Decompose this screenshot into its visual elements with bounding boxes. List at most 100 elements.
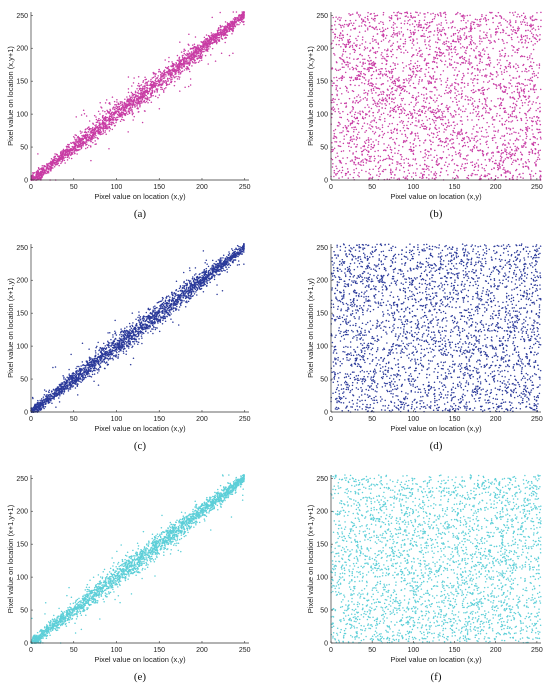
scatter-point [198, 49, 200, 52]
scatter-point [522, 18, 525, 21]
scatter-point [402, 127, 405, 129]
scatter-point [425, 168, 427, 171]
scatter-point [347, 25, 349, 27]
scatter-point [481, 74, 483, 77]
scatter-point [497, 176, 499, 179]
scatter-point [203, 36, 206, 39]
scatter-point [134, 90, 137, 93]
scatter-point [206, 40, 209, 43]
scatter-point [372, 146, 375, 149]
scatter-point [361, 127, 363, 130]
scatter-point [510, 29, 513, 31]
scatter-point [490, 36, 492, 38]
scatter-point [229, 21, 232, 23]
scatter-point [152, 84, 154, 87]
scatter-point [469, 112, 472, 114]
scatter-point [383, 168, 385, 171]
scatter-point [527, 110, 529, 113]
scatter-point [491, 78, 493, 80]
scatter-point [104, 118, 106, 120]
scatter-point [390, 45, 392, 47]
scatter-point [226, 25, 228, 27]
scatter-point [348, 57, 351, 59]
scatter-point [90, 140, 92, 143]
scatter-point [163, 91, 165, 93]
scatter-point [81, 138, 84, 140]
scatter-point [397, 149, 400, 152]
scatter-point [399, 92, 402, 94]
scatter-point [429, 110, 432, 113]
scatter-point [120, 104, 122, 106]
scatter-point [381, 99, 384, 101]
scatter-point [46, 170, 49, 173]
scatter-point [410, 148, 413, 151]
scatter-point [170, 71, 172, 74]
scatter-point [173, 64, 175, 66]
scatter-point [411, 75, 413, 77]
scatter-point [461, 120, 463, 122]
scatter-point [447, 148, 450, 151]
scatter-point [409, 112, 412, 114]
scatter-point [69, 149, 71, 152]
scatter-point [185, 67, 187, 70]
scatter-point [221, 29, 224, 32]
scatter-point [143, 85, 146, 88]
scatter-point [452, 129, 454, 132]
scatter-point [512, 26, 514, 28]
scatter-point [462, 27, 464, 30]
scatter-point [183, 65, 186, 68]
scatter-point [354, 84, 356, 87]
scatter-point [477, 69, 479, 71]
scatter-point [73, 137, 76, 139]
scatter-point [442, 43, 444, 45]
scatter-point [536, 40, 539, 43]
scatter-point [538, 158, 541, 160]
scatter-point [506, 21, 509, 23]
scatter-point [504, 52, 507, 55]
scatter-point [425, 126, 428, 129]
scatter-point [341, 77, 344, 80]
scatter-point [510, 121, 512, 123]
scatter-point [526, 56, 529, 58]
scatter-point [408, 63, 410, 66]
scatter-point [384, 68, 387, 70]
scatter-point [510, 157, 513, 160]
scatter-point [410, 77, 412, 79]
scatter-point [411, 47, 413, 49]
scatter-point [461, 163, 464, 165]
scatter-point [374, 100, 376, 103]
scatter-point [156, 77, 159, 79]
scatter-point [106, 116, 109, 119]
scatter-point [452, 142, 455, 144]
scatter-point [384, 49, 386, 51]
scatter-point [361, 65, 363, 67]
scatter-point [148, 99, 151, 102]
scatter-point [483, 135, 485, 138]
scatter-point [433, 58, 435, 60]
scatter-point [441, 28, 444, 31]
scatter-point [416, 168, 418, 170]
scatter-point [109, 109, 112, 112]
scatter-point [494, 175, 497, 177]
scatter-point [463, 74, 465, 77]
scatter-point [472, 23, 475, 26]
scatter-point [470, 38, 472, 41]
scatter-point [408, 80, 411, 82]
scatter-point [34, 177, 37, 179]
scatter-point [394, 64, 396, 67]
scatter-point [160, 73, 163, 75]
scatter-point [513, 90, 515, 93]
scatter-point [488, 87, 490, 90]
scatter-point [175, 75, 177, 78]
scatter-point [521, 70, 523, 73]
scatter-point [334, 54, 336, 56]
scatter-point [154, 74, 156, 76]
scatter-point [537, 143, 540, 146]
scatter-point [349, 83, 352, 86]
scatter-point [211, 38, 213, 41]
scatter-point [471, 150, 474, 153]
scatter-point [523, 92, 525, 94]
scatter-point [76, 136, 79, 138]
scatter-point [484, 174, 486, 176]
scatter-point [184, 54, 187, 56]
